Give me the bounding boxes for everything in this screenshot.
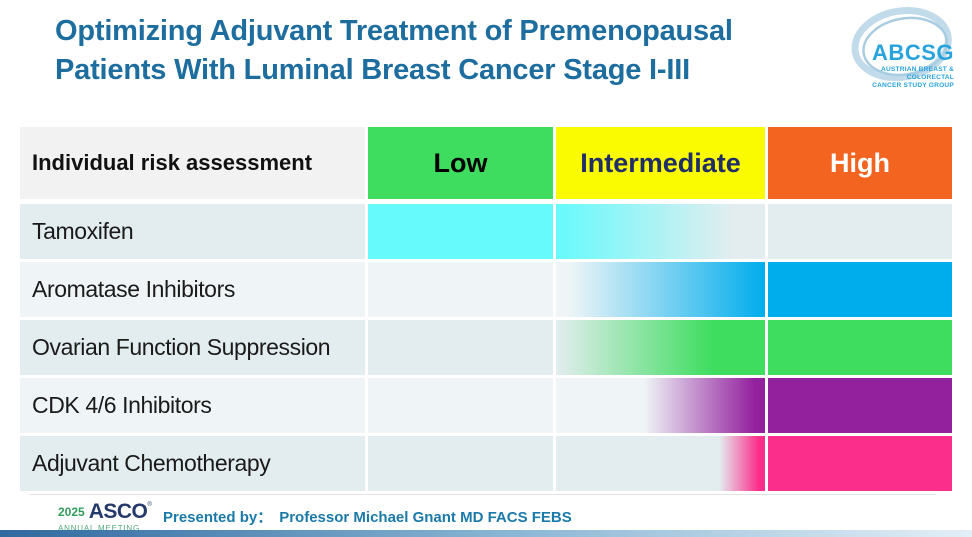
risk-table-body: Tamoxifen Aromatase Inhibitors Ovarian F… [20,204,952,491]
abcsg-acronym: ABCSG [872,40,954,65]
row-label-cdk46-inhibitors: CDK 4/6 Inhibitors [20,378,365,433]
risk-cell-aromatase-low [368,262,553,317]
presented-by-prefix: Presented by： [163,509,273,526]
abcsg-subtitle: AUSTRIAN BREAST & COLORECTAL CANCER STUD… [850,66,954,90]
abcsg-ellipse-icon [851,7,952,82]
risk-cell-aromatase-high [768,262,952,317]
asco-logo: 2025 ASCO ® ANNUAL MEETING [58,500,152,533]
risk-cell-tamoxifen-low [368,204,553,259]
risk-table: Individual risk assessment Low Intermedi… [20,127,952,491]
risk-table-header: Individual risk assessment Low Intermedi… [20,127,952,199]
header-col-low: Low [368,127,553,199]
slide-title: Optimizing Adjuvant Treatment of Premeno… [55,12,825,90]
risk-cell-aromatase-intermediate [556,262,765,317]
risk-cell-chemo-intermediate [556,436,765,491]
slide-title-line1: Optimizing Adjuvant Treatment of Premeno… [55,15,733,47]
risk-cell-cdk46-low [368,378,553,433]
presented-by: Presented by： Professor Michael Gnant MD … [163,506,572,527]
header-col-high: High [768,127,952,199]
risk-cell-tamoxifen-high [768,204,952,259]
abcsg-subtitle-line2: CANCER STUDY GROUP [872,82,954,89]
risk-cell-cdk46-high [768,378,952,433]
risk-cell-tamoxifen-intermediate [556,204,765,259]
header-col-intermediate: Intermediate [556,127,765,199]
risk-cell-ofs-intermediate [556,320,765,375]
row-label-adjuvant-chemotherapy: Adjuvant Chemotherapy [20,436,365,491]
bottom-bar [0,530,972,537]
asco-registered-icon: ® [147,502,152,508]
presenter-name: Professor Michael Gnant MD FACS FEBS [279,509,572,526]
asco-name: ASCO [88,500,148,523]
row-label-tamoxifen: Tamoxifen [20,204,365,259]
risk-cell-ofs-low [368,320,553,375]
row-label-ovarian-function-suppression: Ovarian Function Suppression [20,320,365,375]
abcsg-logo: ABCSG AUSTRIAN BREAST & COLORECTAL CANCE… [850,4,968,104]
risk-cell-ofs-high [768,320,952,375]
abcsg-subtitle-line1: AUSTRIAN BREAST & COLORECTAL [880,66,954,81]
row-label-aromatase-inhibitors: Aromatase Inhibitors [20,262,365,317]
asco-logo-top: 2025 ASCO ® [58,500,152,524]
slide-title-line2: Patients With Luminal Breast Cancer Stag… [55,54,690,86]
asco-year: 2025 [58,505,85,519]
risk-cell-chemo-high [768,436,952,491]
risk-cell-cdk46-intermediate [556,378,765,433]
header-individual-risk-assessment: Individual risk assessment [20,127,365,199]
risk-cell-chemo-low [368,436,553,491]
asco-annual-meeting: ANNUAL MEETING [58,524,141,533]
table-underline [30,494,936,495]
